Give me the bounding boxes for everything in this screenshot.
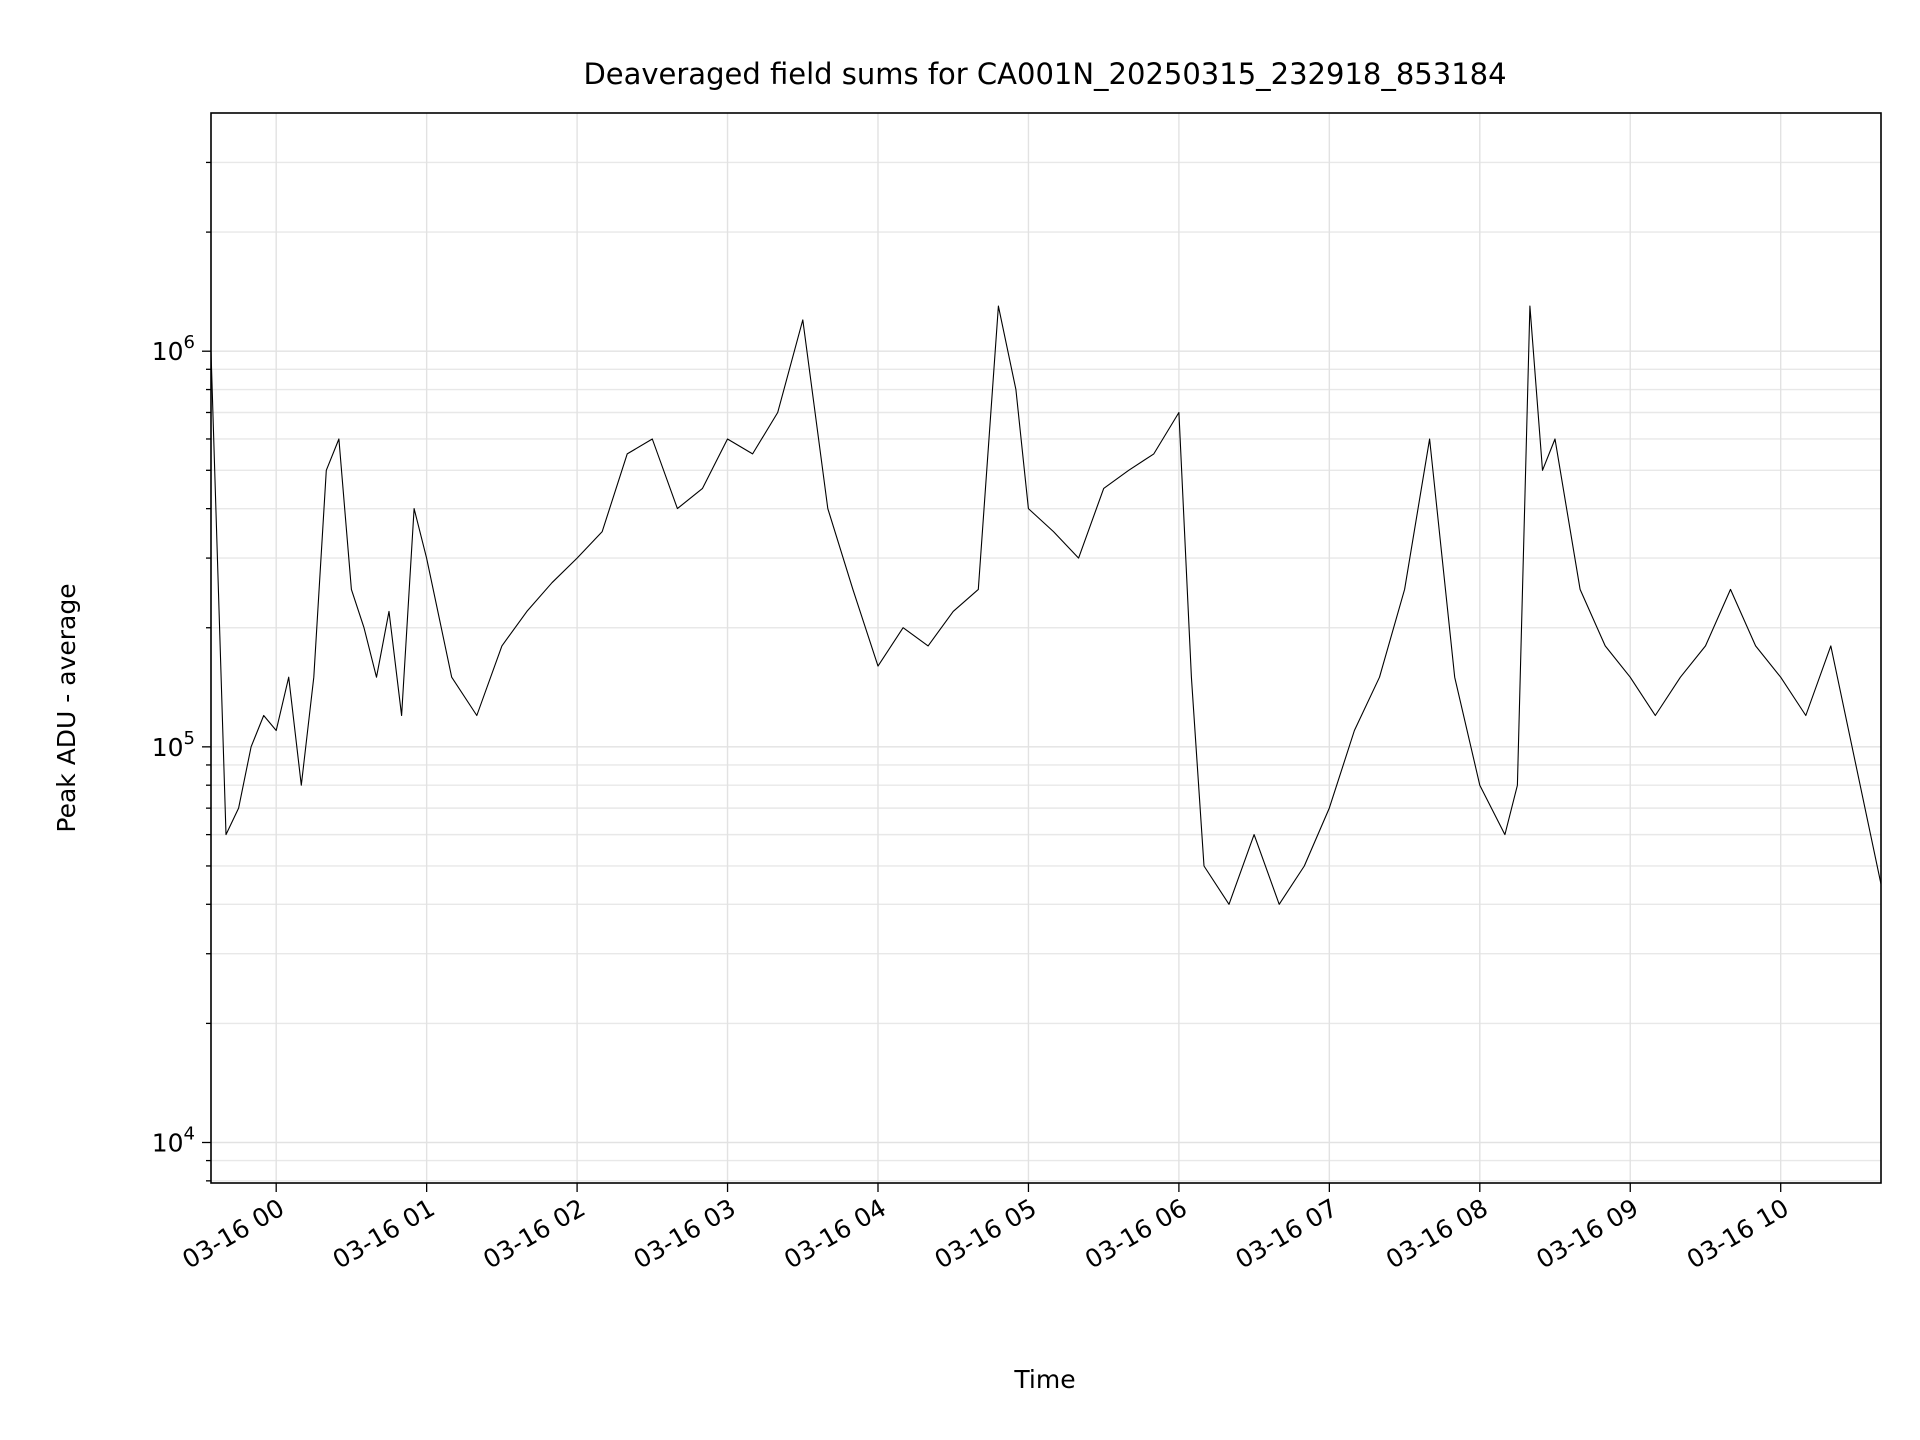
y-tick-label-base: 10 <box>152 337 184 366</box>
x-axis-label: Time <box>1013 1365 1075 1394</box>
y-tick-label: 106 <box>152 332 195 366</box>
y-tick-label-exponent: 4 <box>184 1123 195 1144</box>
y-tick-label: 105 <box>152 728 195 762</box>
y-tick-label-base: 10 <box>152 733 184 762</box>
y-axis-label: Peak ADU - average <box>52 583 81 832</box>
grid <box>211 113 1881 1183</box>
series-layer <box>210 305 1882 905</box>
y-tick-label-exponent: 6 <box>184 332 195 353</box>
chart-title: Deaveraged field sums for CA001N_2025031… <box>583 57 1506 91</box>
series-line <box>210 305 1882 905</box>
y-tick-label-base: 10 <box>152 1128 184 1157</box>
y-tick-label-exponent: 5 <box>184 728 195 749</box>
y-tick-label: 104 <box>152 1123 195 1157</box>
plot-frame <box>210 112 1882 1184</box>
